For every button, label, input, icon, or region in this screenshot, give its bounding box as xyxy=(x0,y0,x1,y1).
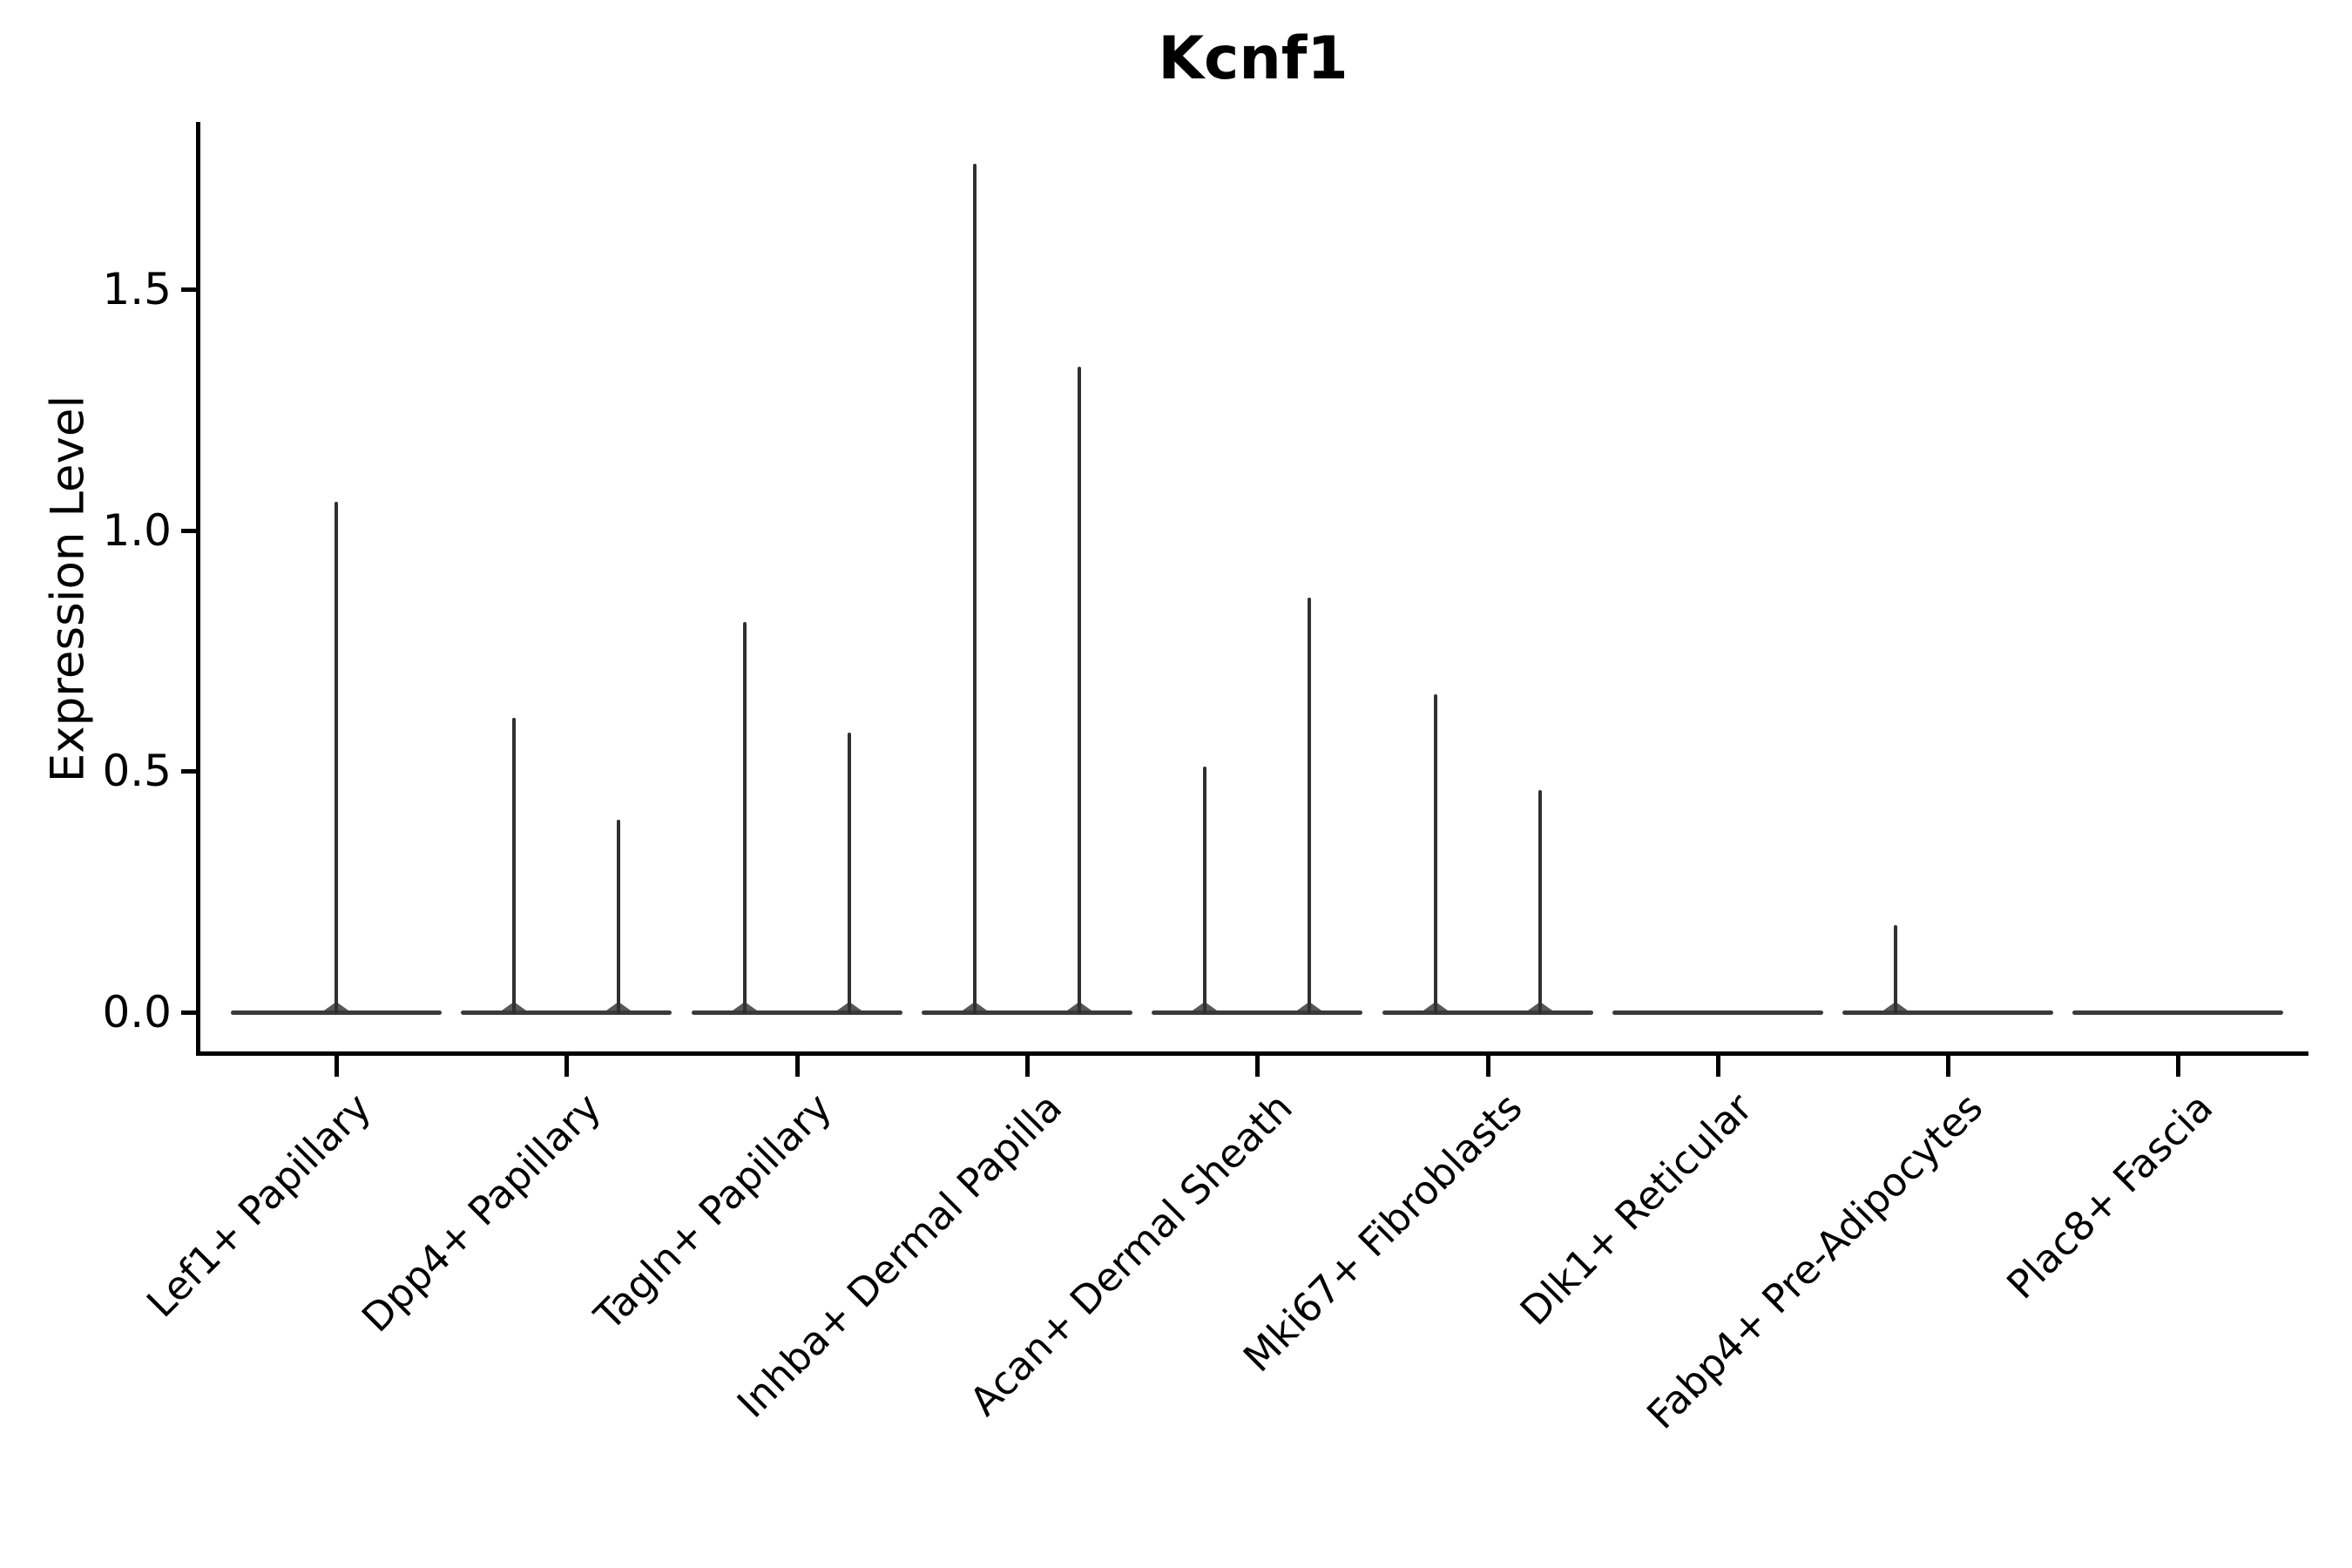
x-tick-mark xyxy=(335,1056,339,1077)
violin-baseline xyxy=(1842,1010,2054,1015)
violin-spike xyxy=(742,621,747,1015)
y-axis-label: Expression Level xyxy=(41,395,95,783)
x-tick-mark xyxy=(1024,1056,1030,1077)
chart-title: Kcnf1 xyxy=(1158,24,1348,93)
y-tick-label: 1.0 xyxy=(102,504,172,556)
x-axis-spine xyxy=(196,1051,2308,1056)
x-axis-label: Plac8+ Fascia xyxy=(1997,1084,2222,1308)
x-axis-label: Lef1+ Papillary xyxy=(138,1084,381,1327)
x-axis-label: Tagln+ Papillary xyxy=(585,1084,841,1340)
violin-spike xyxy=(1894,925,1898,1015)
violin-baseline xyxy=(1152,1010,1363,1015)
violin-baseline xyxy=(1382,1010,1593,1015)
y-tick-label: 1.5 xyxy=(102,264,172,315)
x-axis-label: Dlk1+ Reticular xyxy=(1511,1084,1761,1335)
violin-spike xyxy=(512,718,517,1015)
violin-spike xyxy=(617,819,621,1015)
x-tick-mark xyxy=(2176,1056,2181,1077)
violin-spike xyxy=(847,733,851,1015)
y-tick-mark xyxy=(181,1010,196,1015)
violin-baseline xyxy=(921,1010,1132,1015)
violin-spike xyxy=(972,164,977,1015)
x-tick-mark xyxy=(1715,1056,1720,1077)
violin-baseline xyxy=(461,1010,672,1015)
violin-spike xyxy=(1308,598,1312,1015)
y-axis-spine xyxy=(196,122,200,1056)
y-tick-label: 0.0 xyxy=(102,987,172,1037)
y-tick-mark xyxy=(181,769,196,774)
y-tick-mark xyxy=(181,287,196,293)
y-tick-label: 0.5 xyxy=(102,746,172,797)
violin-spike xyxy=(1538,790,1542,1015)
violin-spike xyxy=(1077,366,1081,1015)
violin-spike xyxy=(335,501,338,1015)
violin-baseline xyxy=(2072,1010,2284,1015)
y-tick-mark xyxy=(181,528,196,533)
x-tick-mark xyxy=(1485,1056,1490,1077)
x-tick-mark xyxy=(1946,1056,1951,1077)
x-tick-mark xyxy=(564,1056,570,1077)
x-axis-label: Dpp4+ Papillary xyxy=(353,1084,611,1342)
x-tick-mark xyxy=(794,1056,800,1077)
violin-spike xyxy=(1433,693,1437,1015)
x-tick-mark xyxy=(1255,1056,1260,1077)
violin-spike xyxy=(1203,766,1207,1015)
violin-baseline xyxy=(691,1010,902,1015)
violin-baseline xyxy=(1612,1010,1823,1015)
